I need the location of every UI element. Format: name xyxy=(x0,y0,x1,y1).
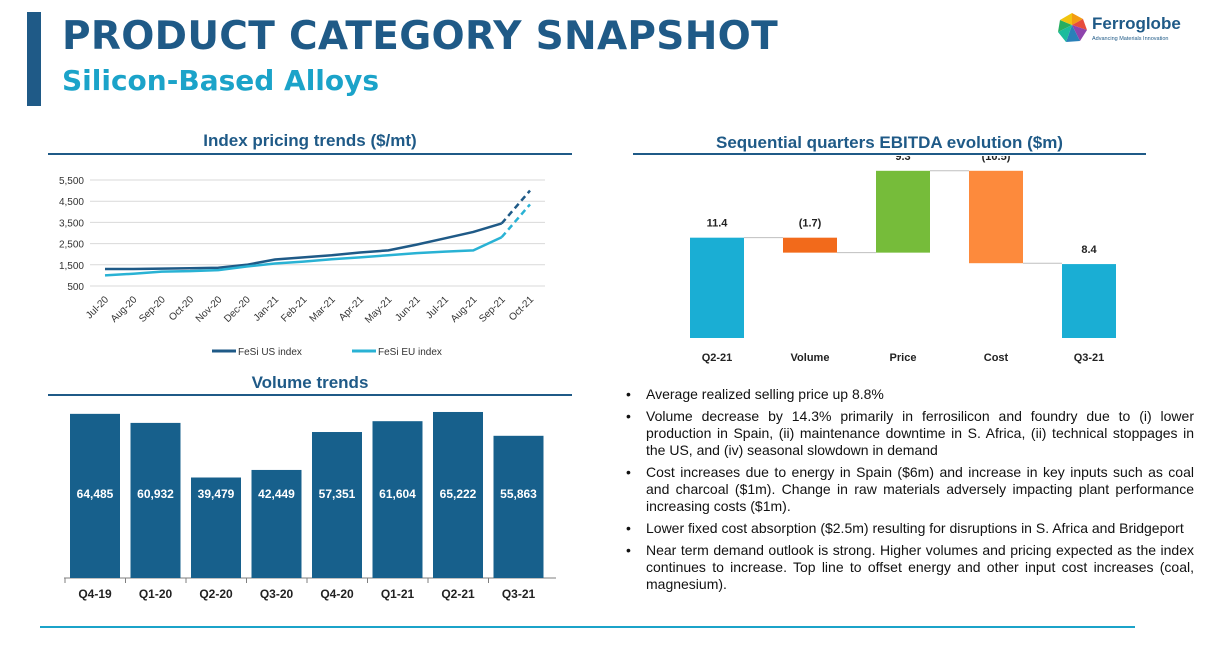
volume-value-label: 61,604 xyxy=(379,487,416,501)
bullet-item: Average realized selling price up 8.8% xyxy=(622,386,1194,403)
volume-bar xyxy=(70,413,120,578)
x-tick-label: Sep-21 xyxy=(477,294,508,325)
volume-bar xyxy=(433,411,483,578)
ebitda-value-label: 11.4 xyxy=(707,218,729,230)
x-tick-label: May-21 xyxy=(363,294,395,326)
x-tick-label: Aug-20 xyxy=(109,294,140,325)
x-tick-label: Aug-21 xyxy=(449,294,480,325)
pricing-line-chart: 500 1,500 2,500 3,500 4,500 5,500 Jul-20Aug-20… xyxy=(59,176,545,358)
ebitda-bar xyxy=(783,237,837,253)
x-tick-label: Jun-21 xyxy=(393,294,423,324)
y-tick-label: 500 xyxy=(67,282,84,293)
y-tick-label: 4,500 xyxy=(59,197,84,208)
volume-value-label: 57,351 xyxy=(319,487,356,501)
ebitda-bar xyxy=(876,170,930,253)
pricing-chart-title: Index pricing trends ($/mt) xyxy=(203,131,417,150)
x-tick-label: Oct-20 xyxy=(167,294,196,323)
y-tick-label: 1,500 xyxy=(59,261,84,272)
bullet-item: Lower fixed cost absorption ($2.5m) resu… xyxy=(622,520,1194,537)
volume-value-label: 64,485 xyxy=(77,487,114,501)
x-tick-label: Jul-20 xyxy=(84,294,111,321)
ebitda-category-label: Price xyxy=(890,352,917,364)
volume-chart-title: Volume trends xyxy=(251,373,369,392)
series-forecast-line-us xyxy=(500,189,531,225)
footer-rule xyxy=(40,626,1135,628)
legend-label: FeSi US index xyxy=(238,347,302,358)
volume-category-label: Q1-21 xyxy=(381,587,415,601)
x-tick-label: Dec-20 xyxy=(222,294,253,325)
ebitda-value-label: (1.7) xyxy=(799,218,822,230)
volume-category-label: Q2-21 xyxy=(441,587,475,601)
commentary-bullets: Average realized selling price up 8.8% V… xyxy=(622,386,1194,598)
y-tick-label: 2,500 xyxy=(59,240,84,251)
x-tick-label: Oct-21 xyxy=(507,294,536,323)
ebitda-waterfall-chart: 11.4 Q2-21 (1.7) Volume 9.3 Price (10.5) Cost 8.… xyxy=(690,156,1116,364)
volume-category-label: Q4-20 xyxy=(320,587,354,601)
page-title: PRODUCT CATEGORY SNAPSHOT xyxy=(62,14,778,59)
ebitda-title-rule xyxy=(633,153,1146,155)
x-tick-label: Sep-20 xyxy=(137,294,168,325)
y-tick-label: 5,500 xyxy=(59,176,84,187)
logo-mark-icon xyxy=(1058,13,1087,42)
title-accent-bar xyxy=(27,12,41,106)
volume-category-label: Q3-21 xyxy=(502,587,536,601)
x-tick-label: Feb-21 xyxy=(279,294,309,324)
page-subtitle: Silicon-Based Alloys xyxy=(62,64,380,97)
bullet-item: Volume decrease by 14.3% primarily in fe… xyxy=(622,408,1194,459)
volume-bar xyxy=(130,422,181,578)
ebitda-value-label: 9.3 xyxy=(895,156,910,163)
x-tick-label: Jan-21 xyxy=(252,294,282,324)
volume-value-label: 39,479 xyxy=(198,487,235,501)
logo-tagline: Advancing Materials Innovation xyxy=(1092,36,1169,42)
volume-bar-chart: 64,485 Q4-19 60,932 Q1-20 39,479 Q2-20 42,449 Q… xyxy=(64,411,556,601)
x-tick-label: Nov-20 xyxy=(194,294,225,325)
bullet-item: Near term demand outlook is strong. High… xyxy=(622,542,1194,593)
ebitda-value-label: 8.4 xyxy=(1081,244,1097,256)
ebitda-bar xyxy=(1062,264,1116,338)
volume-category-label: Q3-20 xyxy=(260,587,294,601)
volume-value-label: 60,932 xyxy=(137,487,174,501)
x-tick-label: Apr-21 xyxy=(337,294,366,323)
volume-bar xyxy=(372,421,423,578)
bullet-item: Cost increases due to energy in Spain ($… xyxy=(622,464,1194,515)
volume-bar xyxy=(251,469,302,578)
ebitda-chart-title: Sequential quarters EBITDA evolution ($m… xyxy=(716,133,1063,152)
ferroglobe-logo: Ferroglobe Advancing Materials Innovatio… xyxy=(1056,12,1186,48)
volume-value-label: 55,863 xyxy=(500,487,537,501)
x-tick-label: Mar-21 xyxy=(308,294,338,324)
volume-bar xyxy=(191,477,241,578)
ebitda-category-label: Volume xyxy=(791,352,830,364)
ebitda-category-label: Cost xyxy=(984,352,1009,364)
volume-bar xyxy=(312,432,362,578)
x-tick-label: Jul-21 xyxy=(424,294,451,321)
volume-category-label: Q1-20 xyxy=(139,587,173,601)
y-tick-label: 3,500 xyxy=(59,218,84,229)
logo-name: Ferroglobe xyxy=(1092,14,1181,33)
pricing-title-rule xyxy=(48,153,572,155)
ebitda-bar xyxy=(690,237,744,338)
volume-category-label: Q4-19 xyxy=(78,587,112,601)
ebitda-value-label: (10.5) xyxy=(982,156,1011,163)
volume-bar xyxy=(493,435,544,578)
volume-value-label: 42,449 xyxy=(258,487,295,501)
volume-category-label: Q2-20 xyxy=(199,587,233,601)
volume-value-label: 65,222 xyxy=(440,487,477,501)
series-forecast-line-eu xyxy=(500,203,531,239)
ebitda-category-label: Q2-21 xyxy=(702,352,733,364)
volume-title-rule xyxy=(48,394,572,396)
legend-label: FeSi EU index xyxy=(378,347,442,358)
ebitda-bar xyxy=(969,170,1023,264)
ebitda-category-label: Q3-21 xyxy=(1074,352,1105,364)
